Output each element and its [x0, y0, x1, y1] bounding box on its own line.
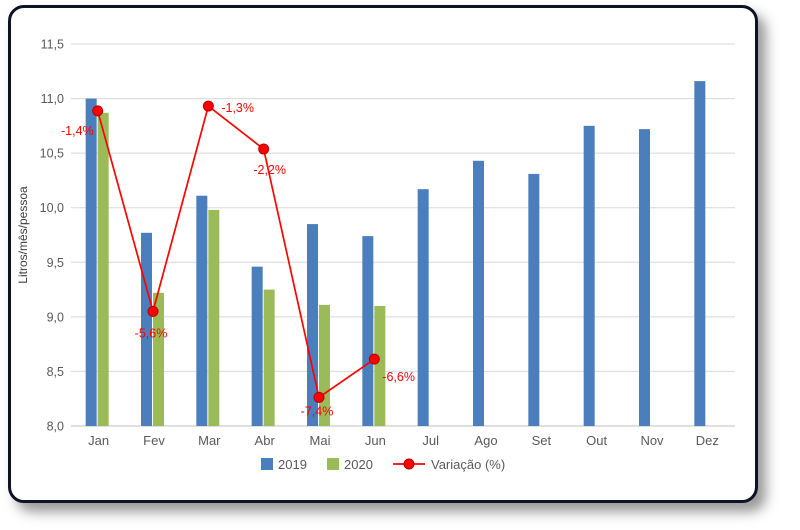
y-tick-label: 11,5 — [41, 38, 64, 52]
bar-2020-fev — [153, 292, 164, 426]
variation-marker-jun — [368, 353, 380, 365]
x-tick-label: Mai — [310, 433, 331, 448]
x-tick-label: Set — [532, 433, 552, 448]
chart-svg: 8,0 8,5 9,0 9,5 10,0 10,5 11,0 11,5 Litros/mês/p… — [16, 38, 735, 472]
y-tick-label: 9,5 — [47, 256, 64, 270]
variation-label-jan: -1,4% — [61, 124, 94, 138]
bar-2019-mar — [196, 195, 208, 426]
legend-variation-marker — [403, 458, 415, 470]
bar-2020-abr — [263, 289, 275, 426]
variation-label-mai: -7,4% — [301, 404, 334, 418]
bar-2019-jul — [417, 189, 429, 426]
y-tick-label: 11,0 — [41, 92, 64, 106]
bar-2019-jan — [85, 98, 97, 427]
y-tick-label: 8,0 — [47, 420, 64, 434]
bar-2020-mai — [319, 304, 330, 426]
bar-2019-dez — [694, 81, 706, 426]
x-tick-label: Jan — [88, 433, 109, 448]
y-tick-label: 10,5 — [40, 147, 64, 161]
x-tick-label: Mar — [198, 433, 221, 448]
bar-2019-nov — [639, 129, 650, 426]
bar-2019-mai — [307, 224, 318, 426]
legend-2019-label: 2019 — [278, 457, 307, 472]
x-tick-label: Out — [586, 433, 607, 448]
bar-2019-ago — [473, 160, 484, 427]
x-tick-label: Abr — [255, 433, 276, 448]
bar-2020-mar — [208, 209, 220, 426]
variation-label-jun: -6,6% — [382, 370, 415, 384]
variation-marker-mai — [313, 391, 325, 403]
variation-marker-mar — [202, 100, 214, 112]
chart-frame: 8,0 8,5 9,0 9,5 10,0 10,5 11,0 11,5 Litros/mês/p… — [8, 5, 758, 503]
x-tick-label: Dez — [696, 433, 719, 448]
bar-2019-abr — [251, 266, 263, 426]
variation-marker-fev — [147, 305, 159, 317]
bar-2020-jan — [97, 112, 109, 426]
bar-2019-set — [528, 173, 540, 426]
legend-variation-label: Variação (%) — [431, 457, 505, 472]
y-tick-label: 9,0 — [47, 310, 64, 324]
x-tick-label: Nov — [640, 433, 664, 448]
y-tick-label: 8,5 — [47, 365, 64, 379]
bar-2019-fev — [141, 232, 152, 426]
variation-line — [96, 104, 375, 399]
y-axis-title: Litros/mês/pessoa — [16, 186, 30, 284]
legend-2019-swatch — [261, 458, 273, 470]
x-tick-label: Jun — [365, 433, 386, 448]
variation-label-fev: -5,6% — [135, 326, 168, 340]
variation-label-mar: -1,3% — [221, 101, 254, 115]
x-tick-label: Fev — [143, 433, 165, 448]
bar-2020-jun — [374, 305, 386, 426]
bar-2019-jun — [362, 236, 374, 426]
y-tick-label: 10,0 — [40, 201, 64, 215]
x-tick-label: Ago — [474, 433, 497, 448]
x-tick-label: Jul — [422, 433, 439, 448]
legend-2020-label: 2020 — [344, 457, 373, 472]
variation-marker-jan — [92, 105, 104, 117]
variation-label-abr: -2,2% — [253, 163, 286, 177]
variation-marker-abr — [258, 143, 270, 155]
bar-2019-out — [583, 125, 595, 426]
legend-2020-swatch — [327, 458, 339, 470]
